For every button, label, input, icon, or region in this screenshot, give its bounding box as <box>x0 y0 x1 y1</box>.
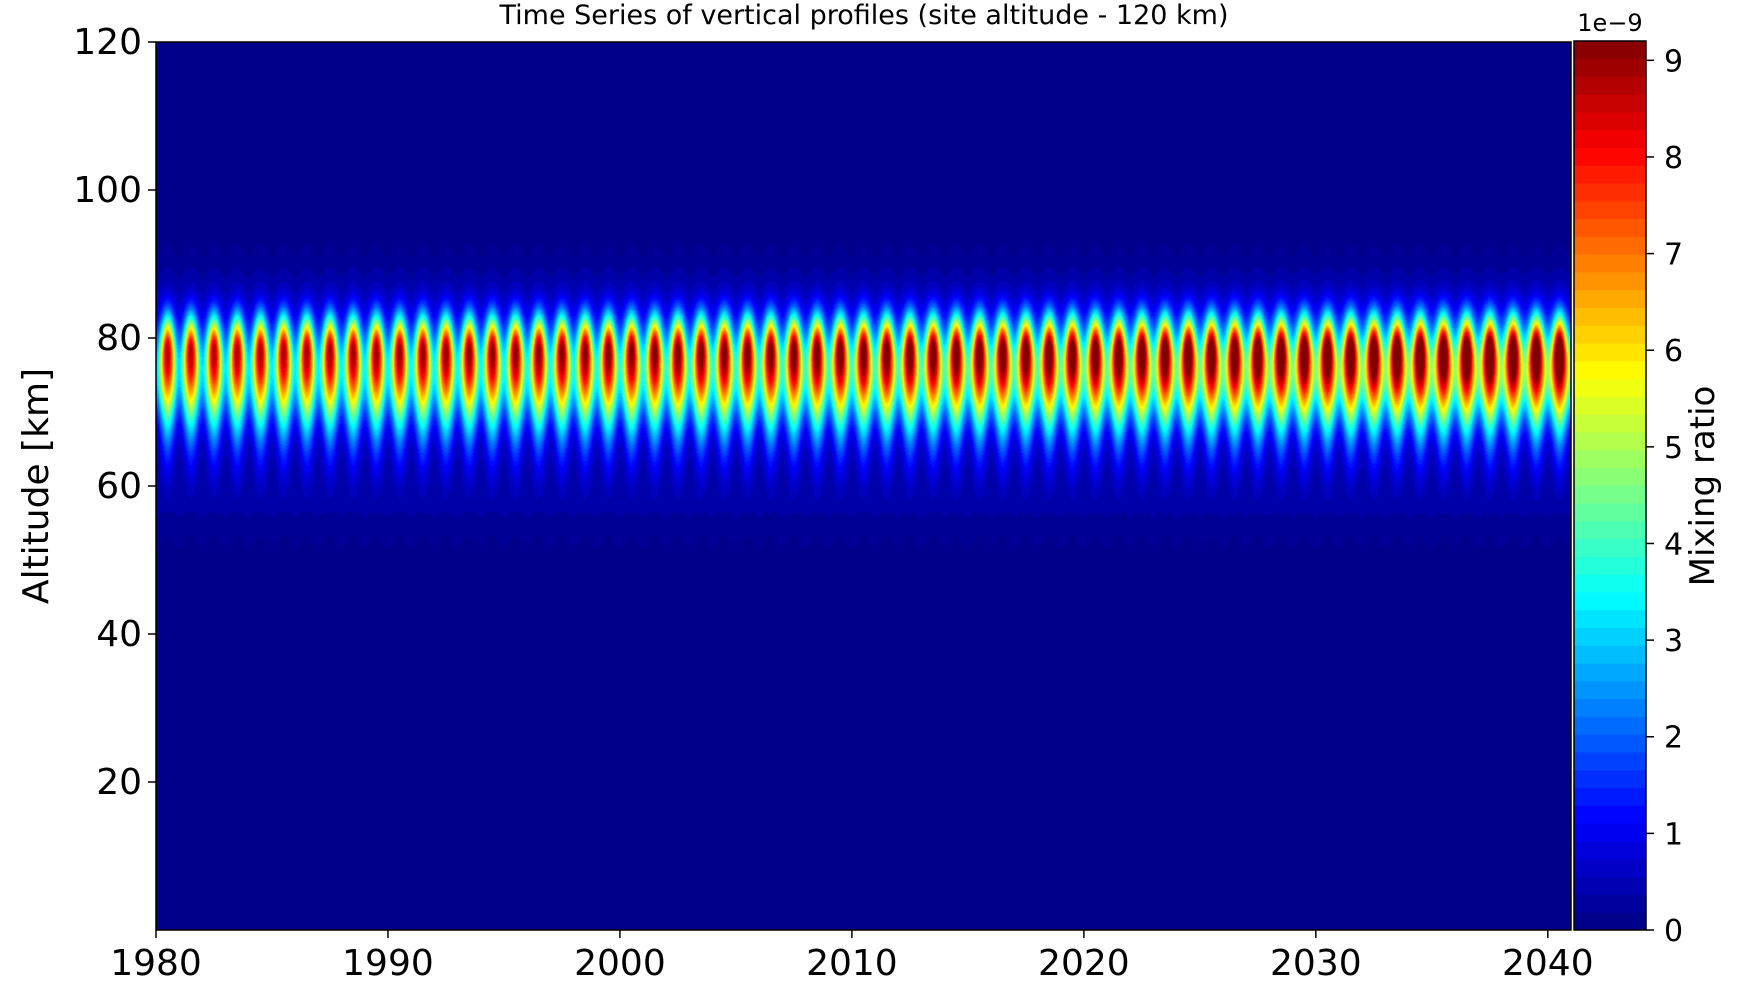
colorbar-band <box>1574 805 1646 824</box>
colorbar-band <box>1574 218 1646 237</box>
x-tick-label: 2010 <box>806 943 898 983</box>
colorbar-tick-label: 0 <box>1664 914 1683 949</box>
colorbar-band <box>1574 556 1646 575</box>
colorbar-band <box>1574 894 1646 913</box>
colorbar-band <box>1574 840 1646 860</box>
colorbar-tick-label: 9 <box>1664 44 1683 79</box>
x-axis: 1980 1990 2000 2010 2020 2030 2040 <box>110 930 1594 984</box>
colorbar-frame <box>1573 40 1647 931</box>
colorbar-band <box>1574 449 1646 469</box>
colorbar-band <box>1574 129 1646 148</box>
colorbar-band <box>1574 698 1646 717</box>
colorbar-band <box>1574 40 1646 60</box>
colorbar-band <box>1574 716 1646 735</box>
colorbar-band <box>1574 467 1646 486</box>
colorbar-band <box>1574 876 1646 895</box>
colorbar-band <box>1574 378 1646 397</box>
colorbar-band <box>1574 574 1646 593</box>
colorbar-band <box>1574 147 1646 166</box>
x-tick-label: 2020 <box>1038 943 1130 983</box>
colorbar-tick-label: 8 <box>1664 141 1683 176</box>
colorbar-band <box>1574 76 1646 95</box>
y-tick-label: 60 <box>96 466 142 507</box>
colorbar-tick-label: 4 <box>1664 527 1683 562</box>
colorbar-band <box>1574 769 1646 789</box>
colorbar-band <box>1574 431 1646 451</box>
colorbar-band <box>1574 111 1646 131</box>
colorbar-tick-label: 5 <box>1664 431 1683 466</box>
plot-area <box>155 41 1572 931</box>
x-tick-label: 1980 <box>110 943 202 983</box>
y-axis: 20 40 60 80 100 120 <box>73 22 156 803</box>
colorbar-band <box>1574 485 1646 504</box>
colorbar-band <box>1574 236 1646 255</box>
x-tick-label: 2030 <box>1270 943 1362 983</box>
colorbar-band <box>1574 645 1646 664</box>
colorbar-band <box>1574 520 1646 540</box>
colorbar-band <box>1574 396 1646 415</box>
colorbar-band <box>1574 414 1646 433</box>
heatmap-image <box>156 42 1571 930</box>
colorbar-tick-label: 6 <box>1664 334 1683 369</box>
colorbar-band <box>1574 680 1646 700</box>
colorbar-tick-label: 7 <box>1664 238 1683 273</box>
colorbar-band <box>1574 271 1646 291</box>
colorbar-label: Mixing ratio <box>1683 386 1723 587</box>
colorbar-band <box>1574 787 1646 806</box>
colorbar-band <box>1574 360 1646 380</box>
x-tick-label: 2000 <box>574 943 666 983</box>
colorbar: 0 1 2 3 4 5 6 7 8 9 1e−9 Mixing ratio <box>1573 9 1723 949</box>
y-tick-label: 20 <box>96 762 142 803</box>
y-tick-label: 80 <box>96 318 142 359</box>
colorbar-band <box>1574 58 1646 77</box>
colorbar-band <box>1574 502 1646 522</box>
x-tick-label: 2040 <box>1502 943 1594 983</box>
colorbar-band <box>1574 165 1646 184</box>
colorbar-band <box>1574 911 1646 931</box>
colorbar-band <box>1574 734 1646 753</box>
colorbar-band <box>1574 200 1646 220</box>
colorbar-band <box>1574 94 1646 113</box>
colorbar-band <box>1574 751 1646 771</box>
colorbar-band <box>1574 538 1646 557</box>
colorbar-band <box>1574 254 1646 273</box>
y-axis-label: Altitude [km] <box>16 368 57 604</box>
y-tick-label: 120 <box>73 22 142 63</box>
colorbar-band <box>1574 289 1646 308</box>
colorbar-band <box>1574 342 1646 362</box>
colorbar-band <box>1574 627 1646 646</box>
colorbar-band <box>1574 182 1646 202</box>
colorbar-ticks: 0 1 2 3 4 5 6 7 8 9 <box>1646 44 1683 949</box>
colorbar-band <box>1574 823 1646 842</box>
y-tick-label: 100 <box>73 170 142 211</box>
colorbar-bands <box>1574 40 1646 931</box>
colorbar-band <box>1574 591 1646 611</box>
colorbar-tick-label: 1 <box>1664 817 1683 852</box>
colorbar-band <box>1574 307 1646 326</box>
y-tick-label: 40 <box>96 614 142 655</box>
colorbar-band <box>1574 325 1646 344</box>
colorbar-scale-label: 1e−9 <box>1577 9 1642 37</box>
colorbar-tick-label: 3 <box>1664 624 1683 659</box>
x-tick-label: 1990 <box>342 943 434 983</box>
colorbar-band <box>1574 858 1646 877</box>
colorbar-band <box>1574 609 1646 629</box>
chart-title: Time Series of vertical profiles (site a… <box>498 0 1228 31</box>
colorbar-tick-label: 2 <box>1664 721 1683 756</box>
colorbar-band <box>1574 663 1646 682</box>
